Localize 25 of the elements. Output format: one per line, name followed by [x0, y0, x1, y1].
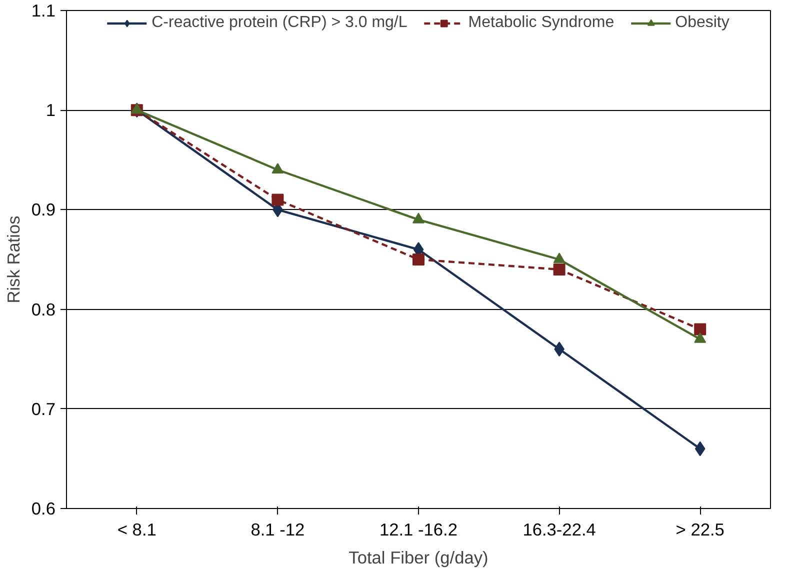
x-tick-label: 12.1 -16.2 — [379, 520, 458, 540]
point — [412, 212, 424, 224]
point — [130, 103, 143, 114]
x-tick-label: 8.1 -12 — [250, 520, 305, 540]
legend-label: Metabolic Syndrome — [468, 14, 614, 32]
y-tick-label: 0.8 — [31, 299, 56, 320]
point — [412, 254, 424, 266]
point — [272, 194, 284, 206]
point — [272, 163, 284, 174]
point — [553, 252, 566, 264]
x-tick-label: < 8.1 — [117, 520, 156, 540]
legend-label: C-reactive protein (CRP) > 3.0 mg/L — [152, 14, 408, 32]
y-tick-label: 1.1 — [31, 0, 56, 20]
y-tick-label: 0.7 — [31, 398, 56, 419]
point — [694, 441, 706, 456]
y-tick-label: 1 — [46, 100, 56, 120]
x-tick-label: > 22.5 — [676, 520, 724, 540]
point — [694, 323, 706, 336]
point — [553, 263, 566, 276]
x-axis-title: Total Fiber (g/day) — [348, 548, 488, 568]
y-tick-label: 0.9 — [31, 200, 56, 220]
y-axis-title: Risk Ratios — [3, 215, 24, 304]
y-tick-label: 0.6 — [31, 498, 56, 518]
legend-label: Obesity — [675, 14, 730, 32]
x-tick-label: 16.3-22.4 — [522, 520, 596, 540]
